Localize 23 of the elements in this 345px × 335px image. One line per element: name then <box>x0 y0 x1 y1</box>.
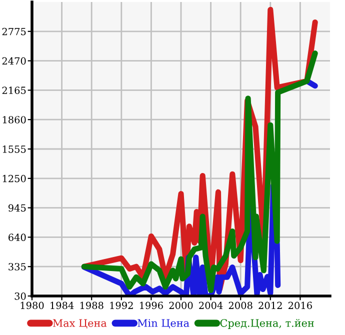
x-tick-label: 1992 <box>110 302 133 310</box>
x-tick-label: 2004 <box>199 302 223 310</box>
y-tick-label: 1555 <box>2 145 26 153</box>
legend-label: Сред.Цена, т.йен <box>220 319 314 329</box>
x-tick-label: 1980 <box>20 302 44 310</box>
y-tick-label: 30 <box>14 292 26 300</box>
x-tick-label: 1984 <box>50 302 74 310</box>
y-tick-label: 1860 <box>2 116 26 124</box>
x-tick-label: 2012 <box>258 302 282 310</box>
y-tick-label: 2165 <box>2 86 26 94</box>
legend-label: Min Цена <box>138 319 190 328</box>
legend-label: Max Цена <box>52 319 107 328</box>
y-tick-label: 945 <box>8 204 26 212</box>
x-tick-label: 1996 <box>140 302 163 310</box>
y-tick-label: 2775 <box>2 28 26 36</box>
x-tick-label: 2000 <box>169 302 193 310</box>
y-tick-label: 1250 <box>2 174 26 182</box>
y-tick-label: 640 <box>8 234 26 242</box>
x-tick-label: 1988 <box>80 302 104 310</box>
y-tick-label: 2470 <box>2 57 26 65</box>
x-tick-label: 2016 <box>288 302 312 310</box>
x-tick-label: 2008 <box>228 302 252 310</box>
y-tick-label: 335 <box>8 263 26 270</box>
